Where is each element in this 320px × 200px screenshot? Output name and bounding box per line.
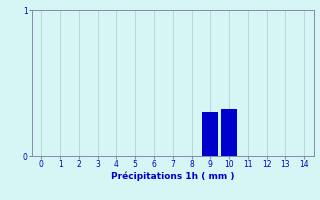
Bar (221, 109, 237, 156)
X-axis label: Précipitations 1h ( mm ): Précipitations 1h ( mm ) (111, 172, 235, 181)
Bar (202, 112, 218, 156)
